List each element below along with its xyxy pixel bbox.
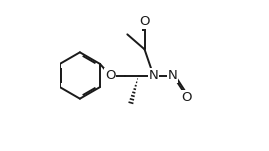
Text: O: O xyxy=(139,15,150,28)
Text: N: N xyxy=(168,69,178,82)
Text: N: N xyxy=(149,69,158,82)
Text: O: O xyxy=(105,69,115,82)
Text: O: O xyxy=(181,91,191,104)
